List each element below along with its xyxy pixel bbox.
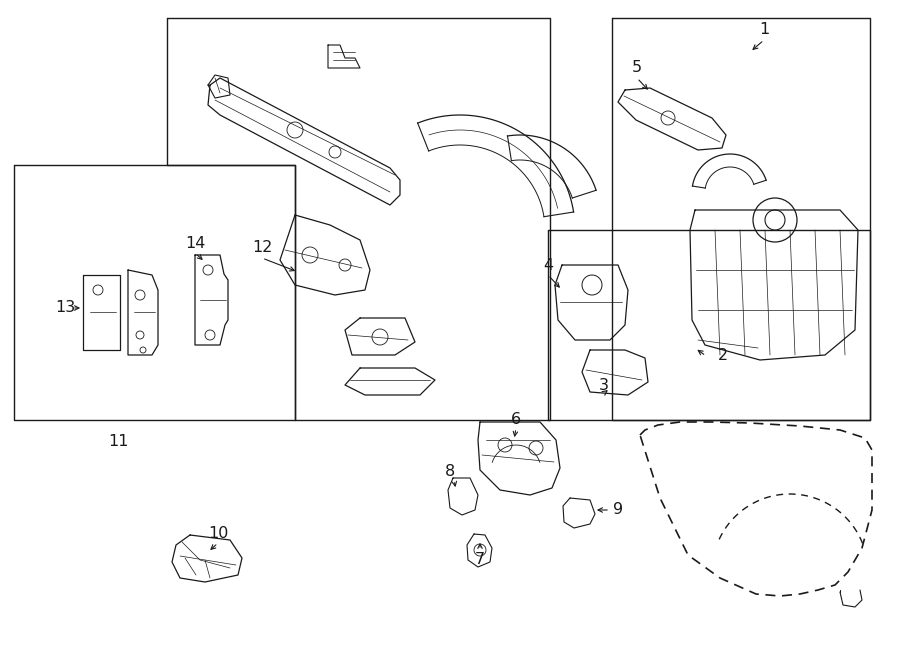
Text: 14: 14 [184,237,205,251]
Text: 5: 5 [632,61,642,75]
Text: 10: 10 [208,527,229,541]
Text: 1: 1 [759,22,769,38]
Text: 4: 4 [543,258,553,272]
Text: 7: 7 [475,553,485,568]
Text: 3: 3 [599,377,609,393]
Text: 11: 11 [108,434,128,449]
Text: 9: 9 [613,502,623,518]
Text: 6: 6 [511,412,521,428]
Text: 13: 13 [55,301,75,315]
Text: 2: 2 [718,348,728,364]
Text: 12: 12 [252,241,272,256]
Text: 8: 8 [445,465,455,479]
